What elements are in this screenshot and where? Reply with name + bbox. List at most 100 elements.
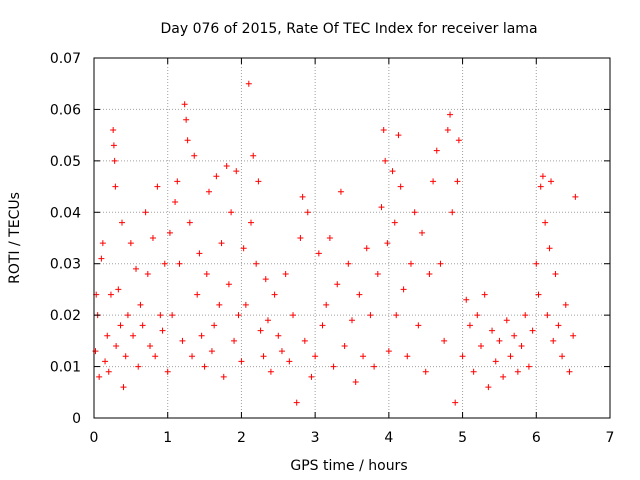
y-tick-label: 0.03 <box>50 257 81 273</box>
data-point <box>341 343 348 349</box>
data-point <box>533 260 540 267</box>
data-point <box>218 240 225 247</box>
data-point <box>250 152 257 159</box>
data-point <box>415 322 422 329</box>
data-point <box>257 327 264 334</box>
data-point <box>255 178 262 185</box>
data-point <box>142 209 149 216</box>
data-point <box>120 384 127 391</box>
data-point <box>363 245 370 252</box>
data-point <box>391 219 398 226</box>
data-point <box>119 219 126 226</box>
data-point <box>179 337 186 344</box>
grid-lines <box>94 58 610 418</box>
data-point <box>514 368 521 375</box>
data-point <box>198 332 205 339</box>
data-point <box>117 322 124 329</box>
data-point <box>205 188 212 195</box>
x-tick-label: 3 <box>311 430 320 446</box>
data-point <box>275 332 282 339</box>
data-point <box>356 291 363 298</box>
data-point <box>130 332 137 339</box>
data-point <box>330 363 337 370</box>
data-point <box>220 373 227 380</box>
data-point <box>267 368 274 375</box>
data-point <box>286 358 293 365</box>
data-point <box>389 168 396 175</box>
data-point <box>546 245 553 252</box>
data-point <box>544 312 551 319</box>
data-point <box>507 353 514 360</box>
data-point <box>312 353 319 360</box>
data-point <box>113 343 120 349</box>
data-point <box>529 327 536 334</box>
data-point <box>111 157 118 164</box>
data-point <box>566 368 573 375</box>
data-point <box>124 312 131 319</box>
data-point <box>345 260 352 267</box>
data-point <box>174 178 181 185</box>
data-point <box>96 373 103 380</box>
data-point <box>518 343 525 349</box>
data-point <box>572 193 579 200</box>
data-point <box>176 260 183 267</box>
data-point <box>166 229 173 236</box>
data-point <box>293 399 300 406</box>
data-point <box>149 235 156 241</box>
data-point <box>282 271 289 277</box>
data-point <box>203 271 210 277</box>
data-point <box>454 178 461 185</box>
x-tick-label: 5 <box>458 430 467 446</box>
data-point <box>157 312 164 319</box>
data-point <box>337 188 344 195</box>
data-point <box>430 178 437 185</box>
x-tick-label: 2 <box>237 430 246 446</box>
data-point <box>411 209 418 216</box>
data-point <box>481 291 488 298</box>
tick-labels: 0 1 2 3 4 5 6 7 0 0.01 0.02 0.03 0.04 0.05 0.06 0.07 <box>50 51 615 446</box>
data-point <box>463 296 470 303</box>
y-tick-label: 0.06 <box>50 102 81 118</box>
data-point <box>382 157 389 164</box>
data-point <box>319 322 326 329</box>
y-axis-label: ROTI / TECUs <box>7 192 23 284</box>
data-point <box>181 101 188 108</box>
data-point <box>228 209 235 216</box>
data-point <box>301 337 308 344</box>
data-point <box>183 116 190 123</box>
data-point <box>213 173 220 180</box>
data-point <box>323 301 330 308</box>
data-point <box>374 271 381 277</box>
data-point <box>397 183 404 190</box>
data-point <box>189 353 196 360</box>
data-point <box>264 317 271 324</box>
data-point <box>360 353 367 360</box>
data-point <box>196 250 203 257</box>
data-point <box>349 317 355 324</box>
data-point <box>384 240 391 247</box>
data-point <box>562 301 569 308</box>
data-point <box>459 353 466 360</box>
data-point <box>194 291 201 298</box>
data-point <box>395 132 402 139</box>
data-point <box>104 332 111 339</box>
data-point <box>122 353 129 360</box>
data-point <box>496 337 503 344</box>
data-point <box>474 312 481 319</box>
data-point <box>441 337 448 344</box>
data-point <box>378 204 385 211</box>
data-point <box>297 235 304 241</box>
data-point <box>98 255 105 262</box>
data-point <box>225 281 232 288</box>
data-point <box>447 111 454 118</box>
data-point <box>290 312 297 319</box>
data-point <box>260 353 267 360</box>
data-point <box>419 229 426 236</box>
data-point <box>570 332 577 339</box>
x-tick-label: 0 <box>90 430 99 446</box>
data-point <box>470 368 477 375</box>
data-point <box>164 368 171 375</box>
data-point <box>231 337 238 344</box>
data-point <box>407 260 414 267</box>
